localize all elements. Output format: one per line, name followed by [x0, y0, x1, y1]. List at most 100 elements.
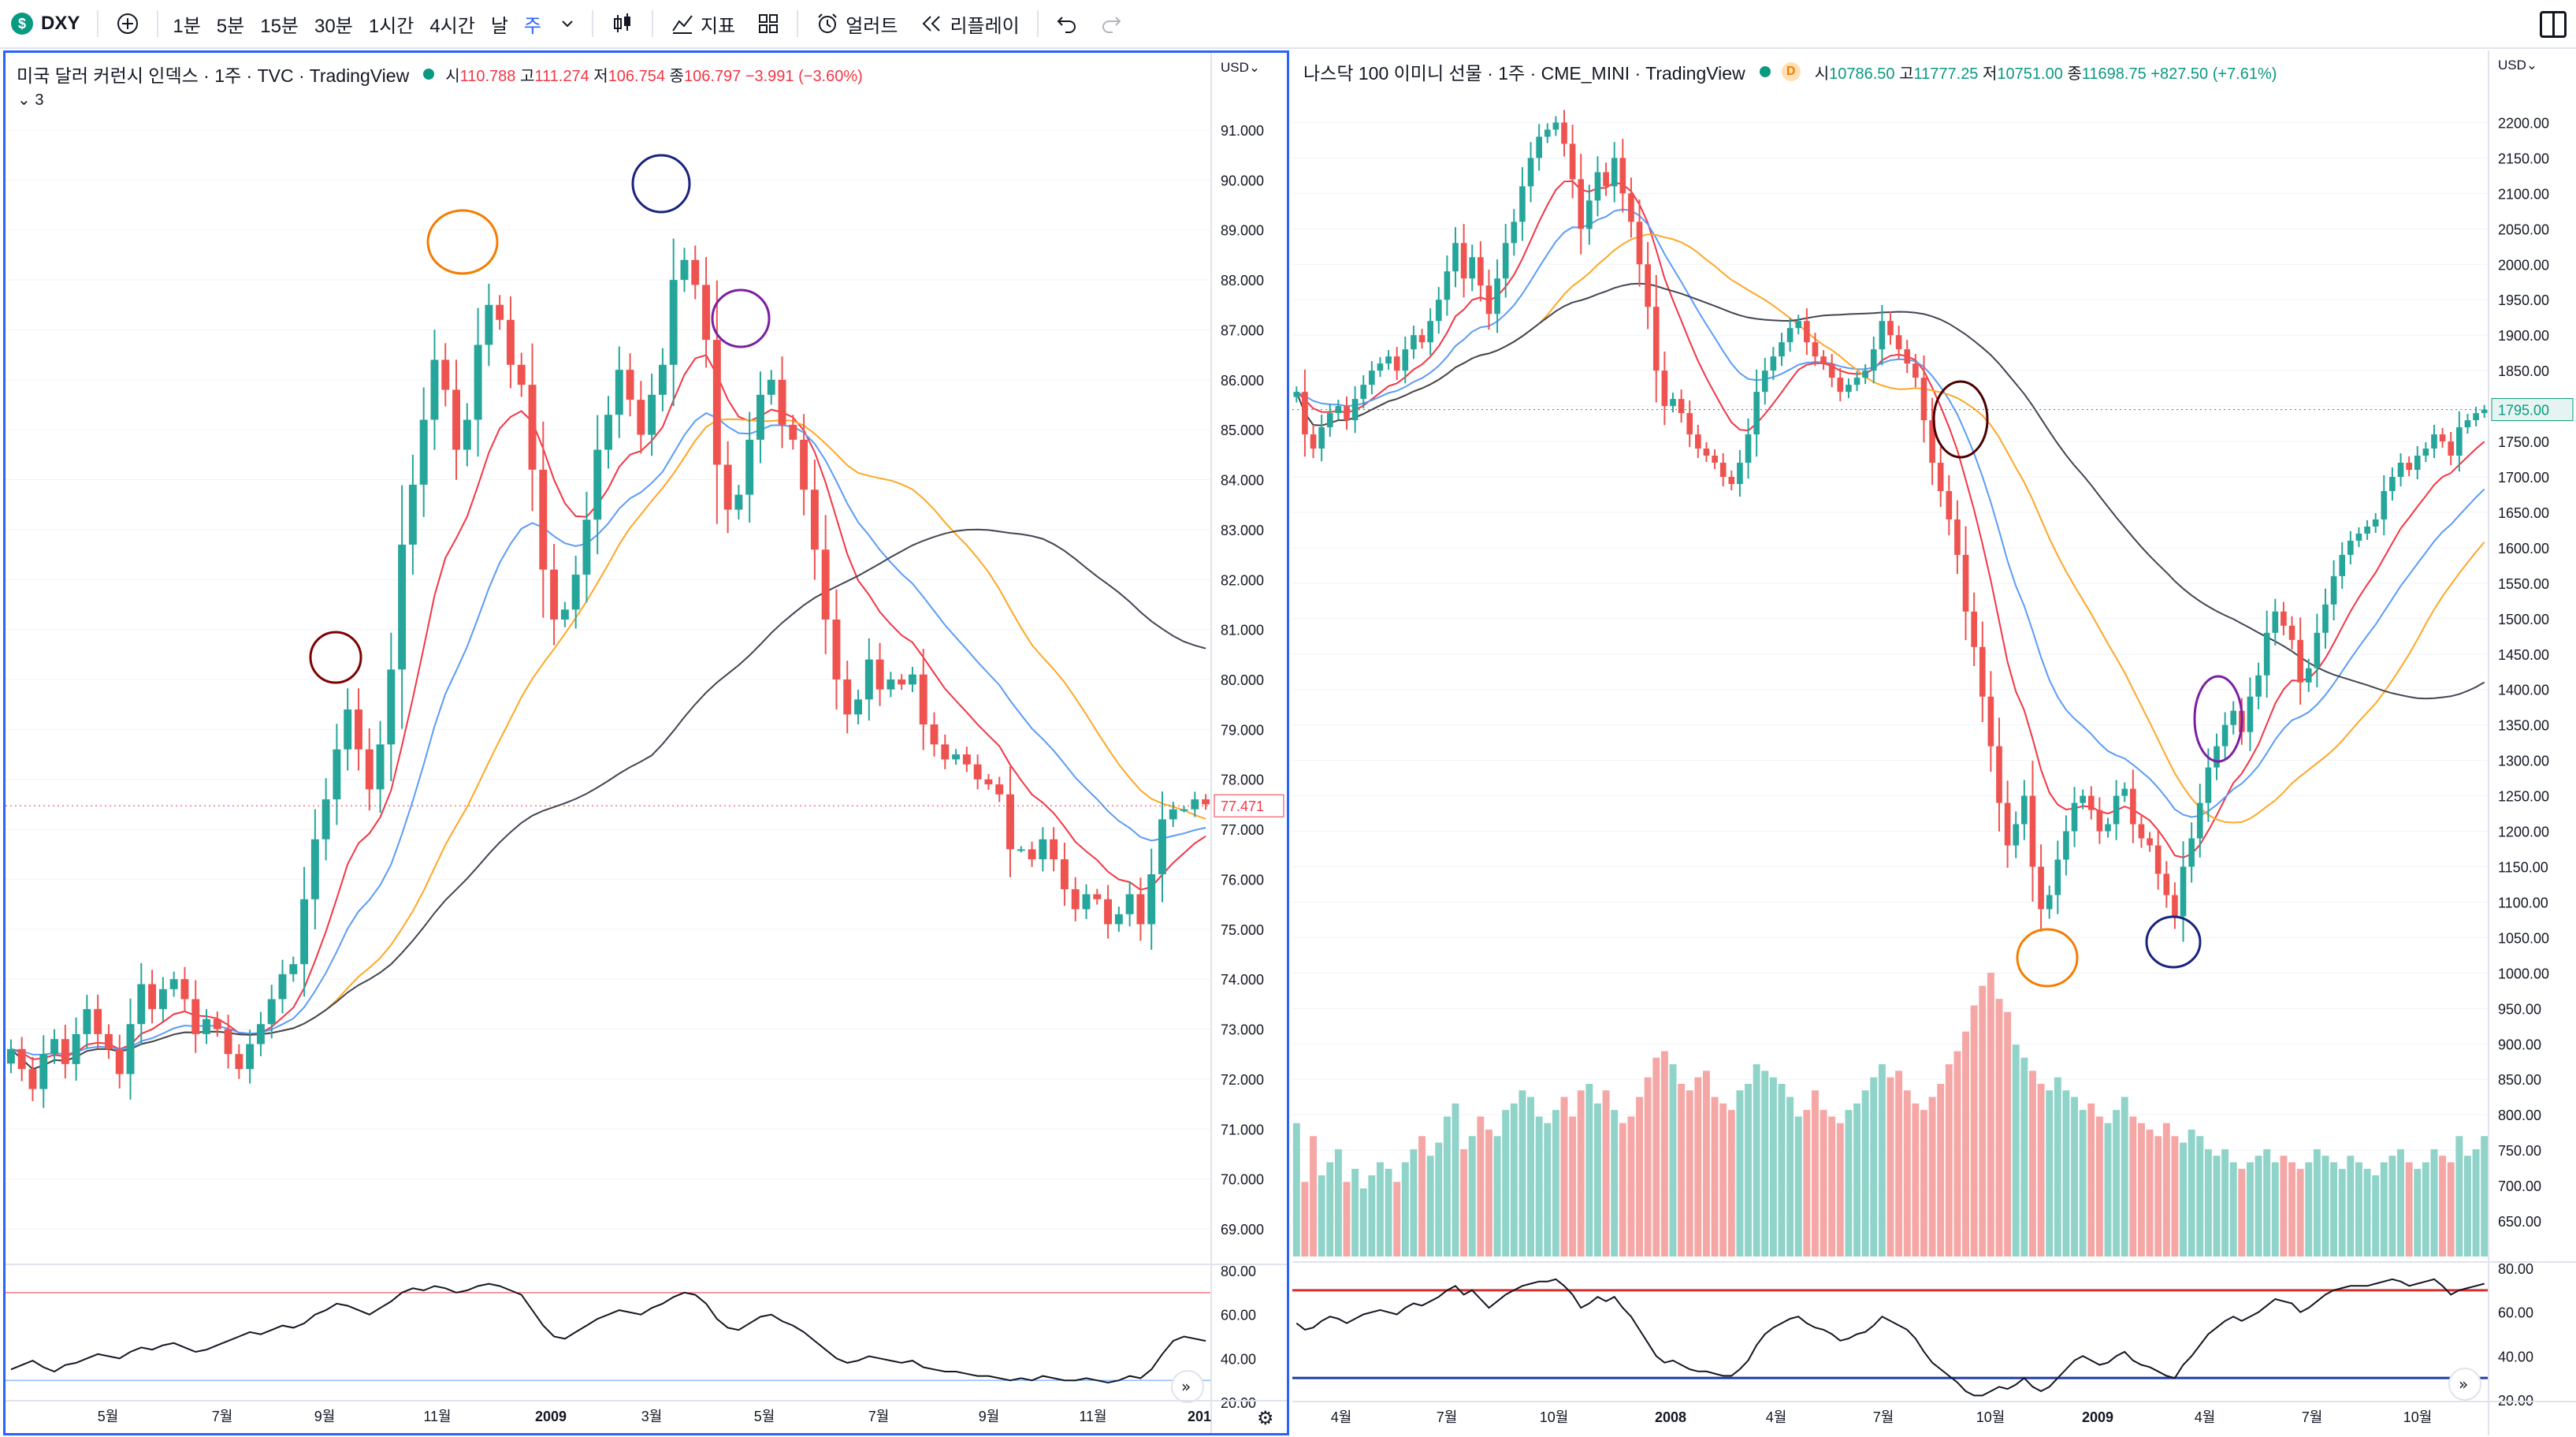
y-tick-label: 1300.00: [2498, 754, 2549, 769]
volume-bar: [1368, 1175, 1376, 1256]
nq-chart[interactable]: 2200.00 2150.00 2100.00 2050.00 2000.00 1950.…: [1292, 50, 2576, 1435]
volume-bar: [2464, 1156, 2471, 1256]
toolbar-divider: [157, 10, 159, 37]
indicators-icon: [672, 15, 693, 34]
volume-bar: [1761, 1070, 1769, 1256]
scroll-right-button: [2448, 1368, 2481, 1401]
candle-body: [615, 370, 623, 415]
x-tick-label: 10월: [1540, 1409, 1569, 1425]
redo-button[interactable]: [1089, 0, 1133, 48]
candle-body: [1444, 271, 1451, 300]
interval-7[interactable]: 주: [523, 15, 542, 37]
volume-bar: [2447, 1162, 2455, 1256]
candle-body: [2372, 519, 2379, 527]
candle-body: [1039, 839, 1047, 860]
volume-bar: [2188, 1130, 2195, 1256]
right-title[interactable]: 나스닥 100 이미니 선물 · 1주 · CME_MINI · Trading…: [1303, 63, 1745, 84]
candle-body: [1469, 257, 1476, 279]
candle-body: [658, 364, 667, 395]
volume-bar: [1945, 1064, 1953, 1256]
interval-1[interactable]: 5분: [216, 15, 245, 37]
candle-body: [1678, 399, 1685, 414]
interval-3[interactable]: 30분: [314, 15, 353, 37]
volume-bar: [1870, 1077, 1878, 1256]
symbol-search[interactable]: $ DXY: [0, 0, 91, 48]
dxy-chart[interactable]: 91.000 90.000 89.000 88.000 87.000 86.000 85.0…: [6, 53, 1287, 1433]
undo-button[interactable]: [1045, 0, 1089, 48]
candle-body: [2297, 639, 2303, 683]
candle-body: [1670, 399, 1676, 407]
volume-bar: [1443, 1116, 1451, 1256]
candle-body: [1979, 646, 1986, 697]
interval-2[interactable]: 15분: [260, 15, 299, 37]
y-tick-label: 78.000: [1221, 772, 1264, 788]
candle-body: [1645, 264, 1651, 307]
compare-button[interactable]: [105, 0, 151, 48]
candle-body: [104, 1033, 113, 1049]
candle-body: [2330, 575, 2337, 605]
annotation-circle: [426, 209, 499, 275]
candle-body: [1846, 385, 1852, 393]
candle-body: [1862, 370, 1868, 378]
layouts-button[interactable]: [746, 0, 790, 48]
candle-body: [1435, 300, 1442, 322]
last-price-label: 77.471: [1221, 799, 1264, 814]
x-tick-label: 5월: [754, 1409, 775, 1424]
interval-5[interactable]: 4시간: [429, 15, 475, 37]
chart-pane-left[interactable]: 91.000 90.000 89.000 88.000 87.000 86.000 85.0…: [3, 50, 1289, 1435]
candle-body: [365, 749, 374, 790]
y-tick-label: 700.00: [2498, 1178, 2541, 1194]
interval-4[interactable]: 1시간: [368, 15, 414, 37]
left-title[interactable]: 미국 달러 커런시 인덱스 · 1주 · TVC · TradingView: [17, 65, 410, 86]
candle-body: [919, 674, 927, 725]
interval-dropdown[interactable]: [549, 0, 585, 48]
candle-body: [962, 754, 971, 765]
volume-bar: [2154, 1136, 2162, 1256]
candle-body: [2456, 427, 2463, 456]
candle-body: [213, 1018, 221, 1029]
candle-body: [430, 359, 439, 420]
candle-body: [1636, 222, 1643, 265]
y-tick-label: 1500.00: [2498, 612, 2549, 627]
candle-body: [1377, 363, 1384, 371]
chart-pane-right[interactable]: 2200.00 2150.00 2100.00 2050.00 2000.00 1950.…: [1292, 50, 2576, 1435]
candle-body: [984, 779, 993, 785]
candle-body: [1828, 363, 1835, 378]
candle-body: [1603, 172, 1609, 187]
candle-body: [604, 415, 612, 450]
volume-bar: [2238, 1168, 2246, 1256]
interval-6[interactable]: 날: [490, 15, 508, 37]
y-tick-label: 2200.00: [2498, 115, 2549, 131]
volume-bar: [2071, 1096, 2078, 1256]
candle-body: [1929, 420, 1935, 463]
rsi-tick-label: 80.00: [1221, 1264, 1256, 1279]
candle-body: [1920, 378, 1927, 421]
candle-body: [1418, 335, 1426, 343]
last-price-tag: [2491, 398, 2574, 422]
candle-body: [1060, 859, 1069, 890]
candle-body: [712, 340, 721, 465]
candle-body: [2163, 873, 2170, 895]
chart-type-button[interactable]: [600, 0, 645, 48]
layout-toggle-icon[interactable]: [2540, 11, 2567, 38]
indicators-label: 지표: [701, 15, 736, 37]
indicator-count[interactable]: ⌄ 3: [17, 91, 44, 109]
volume-bar: [1594, 1103, 1601, 1256]
candle-body: [1385, 356, 1392, 364]
indicators-button[interactable]: 지표: [660, 0, 746, 48]
y-tick-label: 83.000: [1221, 523, 1264, 538]
candle-body: [1519, 186, 1526, 222]
replay-button[interactable]: 리플레이: [909, 0, 1030, 48]
candle-body: [267, 999, 276, 1025]
candle-body: [887, 679, 895, 690]
volume-bar: [1694, 1077, 1702, 1256]
interval-0[interactable]: 1분: [173, 15, 201, 37]
volume-bar: [1611, 1110, 1619, 1256]
volume-bar: [1970, 1005, 1978, 1256]
x-tick-label: 2009: [2082, 1409, 2113, 1425]
candle-body: [1619, 158, 1626, 194]
volume-bar: [2171, 1136, 2179, 1256]
alert-button[interactable]: 얼러트: [805, 0, 909, 48]
volume-bar: [1953, 1051, 1961, 1256]
candle-body: [756, 394, 764, 440]
